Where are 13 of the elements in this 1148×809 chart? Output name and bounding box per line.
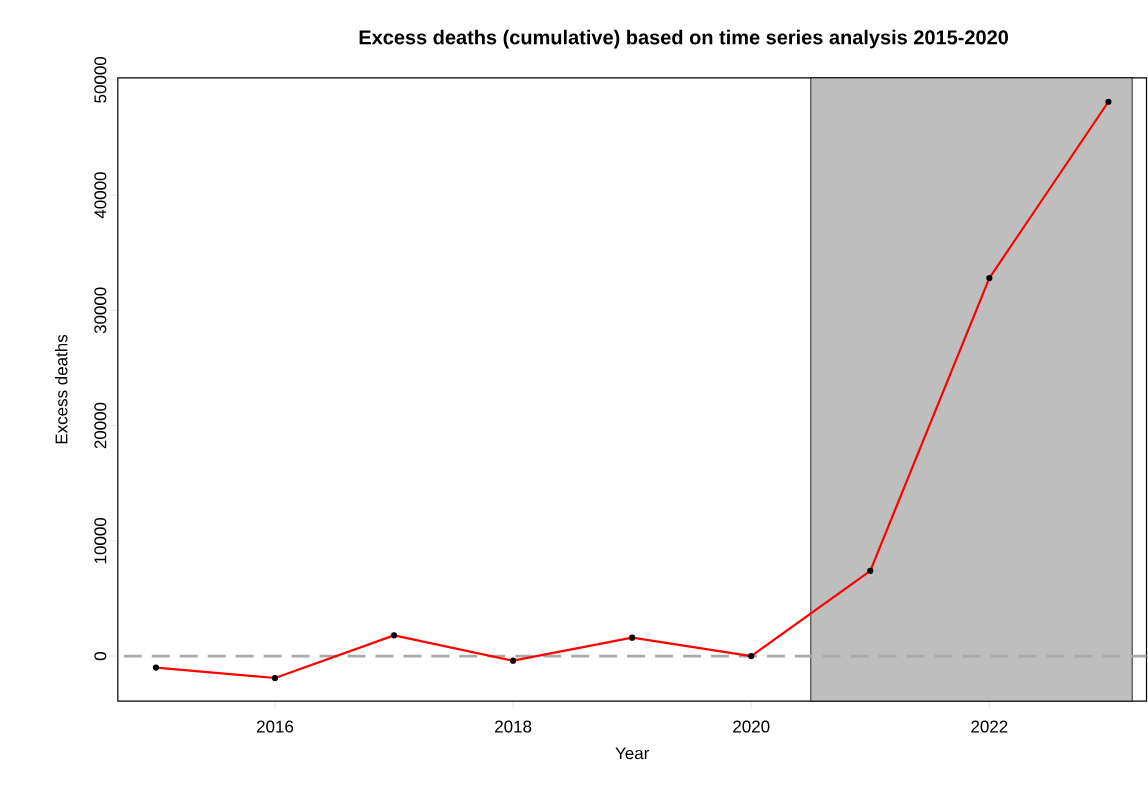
- y-tick-label: 10000: [94, 517, 107, 564]
- y-tick-label: 30000: [94, 287, 107, 334]
- x-axis-title: Year: [615, 747, 650, 760]
- x-tick-label: 2016: [256, 720, 294, 733]
- x-tick-label: 2018: [495, 720, 532, 733]
- y-tick-label: 0: [94, 652, 107, 661]
- y-tick-label: 20000: [94, 402, 107, 449]
- chart-title: Excess deaths (cumulative) based on time series analysis 2015-2020: [359, 29, 1008, 49]
- x-tick-label: 2022: [971, 720, 1008, 733]
- x-tick-label: 2020: [733, 720, 770, 733]
- y-tick-label: 40000: [94, 172, 107, 219]
- y-axis-title: Excess deaths: [55, 334, 68, 444]
- y-tick-label: 50000: [94, 56, 107, 103]
